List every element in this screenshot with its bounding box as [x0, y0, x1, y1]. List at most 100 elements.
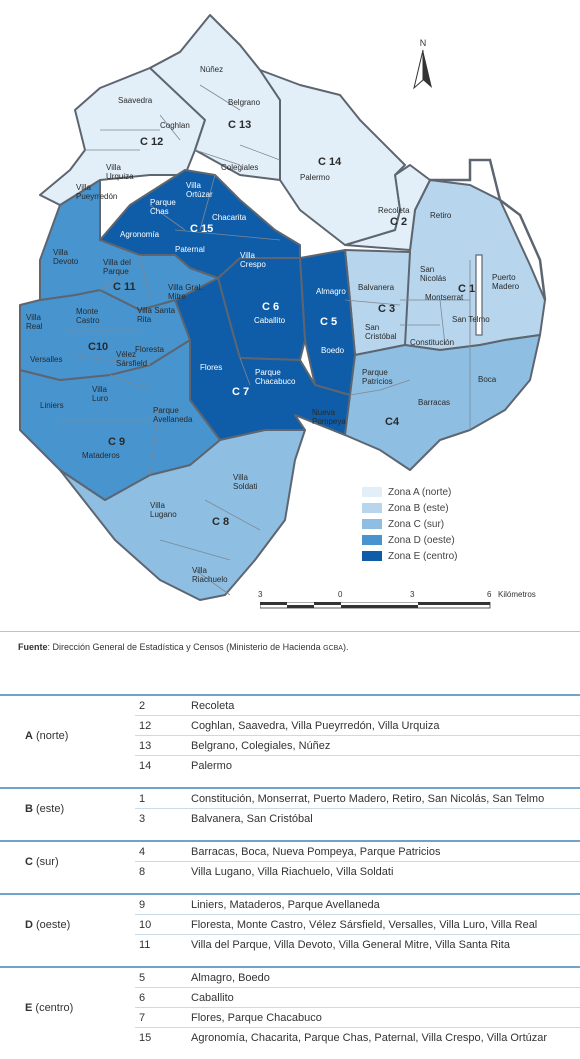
- commune-number: 11: [139, 938, 151, 951]
- commune-barrios: Belgrano, Colegiales, Núñez: [191, 735, 580, 756]
- commune-code-label: C4: [385, 416, 400, 428]
- legend-swatch: [362, 535, 382, 545]
- barrio-boundary: [149, 204, 186, 231]
- table-row: A (norte) 2 Recoleta: [0, 695, 580, 742]
- table-row: 10 Floresta, Monte Castro, Vélez Sársfiel…: [0, 914, 580, 935]
- barrio-label: Villa Real: [26, 313, 43, 331]
- scale-tick-0: 3: [258, 590, 263, 599]
- barrio-label: Versalles: [30, 355, 62, 364]
- barrio-boundary: [199, 174, 216, 231]
- table-row: E (centro) 5 Almagro, Boedo: [0, 967, 580, 1014]
- commune-number: 4: [135, 841, 191, 862]
- map-canvas: C 1 Retiro San Nicolás Puerto Madero Montserra…: [19, 14, 547, 601]
- zone-direction: (este): [32, 802, 65, 815]
- barrio-label: San Telmo: [452, 315, 490, 324]
- table-row: 14 Palermo: [0, 756, 580, 776]
- commune-barrios: Barracas, Boca, Nueva Pompeya, Parque Pa…: [191, 841, 580, 862]
- commune-number: 5: [135, 967, 191, 988]
- barrio-label: Chacarita: [212, 213, 247, 222]
- barrio-label: Núñez: [200, 65, 223, 74]
- zone-label: D (oeste): [0, 894, 135, 954]
- barrio-label: Puerto Madero: [492, 273, 520, 291]
- commune-number: 13: [135, 735, 191, 756]
- table-row: C (sur) 4 Barracas, Boca, Nueva Pompeya, P…: [0, 841, 580, 868]
- commune-barrios: Recoleta: [191, 695, 580, 716]
- barrio-label: Barracas: [418, 398, 450, 407]
- block-spacer: [0, 881, 580, 894]
- legend-swatch: [362, 503, 382, 513]
- barrio-label: Retiro: [430, 211, 452, 220]
- barrio-label: Villa Pueyrredón: [76, 183, 117, 201]
- spacer-cell: [0, 881, 580, 894]
- legend-item: Zona B (este): [362, 500, 457, 516]
- commune-code-label: C 6: [262, 301, 279, 313]
- block-spacer: [0, 954, 580, 967]
- block-spacer: [0, 1047, 580, 1059]
- commune-region-c15: [99, 169, 301, 279]
- barrio-boundary: [69, 354, 151, 366]
- barrio-label: Liniers: [40, 401, 64, 410]
- zone-direction: (norte): [32, 729, 69, 742]
- map-labels: C 1 Retiro San Nicolás Puerto Madero Montserra…: [26, 65, 520, 584]
- barrio-label: Montserrat: [425, 293, 464, 302]
- barrio-label: Mataderos: [82, 451, 120, 460]
- zone-label: A (norte): [0, 695, 135, 775]
- barrio-label: Villa Urquiza: [106, 163, 134, 181]
- commune-barrios: Liniers, Mataderos, Parque Avellaneda: [191, 894, 580, 915]
- commune-code-label: C 5: [320, 316, 337, 328]
- source-end: ).: [342, 642, 349, 652]
- legend-label: Zona B (este): [388, 502, 449, 514]
- commune-barrios: Agronomía, Chacarita, Parque Chas, Pater…: [191, 1031, 548, 1044]
- barrio-boundary: [159, 539, 231, 561]
- barrio-boundary: [349, 389, 381, 396]
- commune-barrios: Villa del Parque, Villa Devoto, Villa Ge…: [191, 938, 510, 951]
- barrio-label: Parque Avellaneda: [153, 406, 193, 424]
- scale-bar: 3 0 3 6 Kilómetros: [258, 590, 558, 620]
- legend-label: Zona C (sur): [388, 518, 445, 530]
- barrio-boundary: [239, 357, 251, 386]
- scale-tick-1: 0: [338, 590, 343, 599]
- scale-tick-2: 3: [410, 590, 415, 599]
- commune-number: 10: [135, 914, 191, 935]
- zone-direction: (centro): [32, 1001, 74, 1014]
- barrio-label: Parque Chacabuco: [255, 368, 296, 386]
- commune-barrios: Villa Lugano, Villa Riachuelo, Villa Sol…: [191, 865, 394, 878]
- barrio-boundary: [174, 229, 281, 241]
- barrio-label: Boedo: [321, 346, 345, 355]
- barrio-boundary: [344, 299, 401, 306]
- table-row: 3 Balvanera, San Cristóbal: [0, 809, 580, 829]
- source-note: Fuente: Dirección General de Estadística…: [18, 642, 348, 652]
- spacer-cell: [0, 1047, 580, 1059]
- commune-code-label: C 9: [108, 436, 125, 448]
- barrio-label: Constitución: [410, 338, 454, 347]
- dock-basin: [475, 254, 483, 336]
- barrio-boundary: [204, 499, 261, 531]
- barrio-boundary: [194, 149, 241, 166]
- commune-barrios: Palermo: [191, 759, 232, 772]
- zone-block: D (oeste) 9 Liniers, Mataderos, Parque Ave…: [0, 894, 580, 967]
- table-row: B (este) 1 Constitución, Monserrat, Puerto…: [0, 788, 580, 815]
- legend-label: Zona D (oeste): [388, 534, 455, 546]
- barrio-label: Saavedra: [118, 96, 153, 105]
- commune-number: 15: [139, 1031, 152, 1044]
- barrio-label: Flores: [200, 363, 222, 372]
- block-spacer: [0, 775, 580, 788]
- commune-number: 9: [135, 894, 191, 915]
- zone-label: B (este): [0, 788, 135, 828]
- legend-item: Zona A (norte): [362, 484, 457, 500]
- spacer-cell: [0, 954, 580, 967]
- table-row: 8 Villa Lugano, Villa Riachuelo, Villa So…: [0, 862, 580, 882]
- barrio-boundary: [109, 374, 151, 391]
- commune-map: C 1 Retiro San Nicolás Puerto Madero Montserra…: [19, 14, 558, 620]
- barrio-label: Colegiales: [221, 163, 258, 172]
- port-coastline: [430, 158, 547, 301]
- legend-item: Zona C (sur): [362, 516, 457, 532]
- barrio-boundary: [159, 114, 181, 141]
- commune-code-label: C 11: [113, 281, 136, 293]
- commune-code-label: C 12: [140, 136, 163, 148]
- table-row: 13 Belgrano, Colegiales, Núñez: [0, 735, 580, 756]
- zone-direction: (sur): [32, 855, 59, 868]
- barrio-label: Balvanera: [358, 283, 395, 292]
- source-suffix: GCBA: [323, 645, 343, 652]
- barrio-boundary: [149, 399, 161, 476]
